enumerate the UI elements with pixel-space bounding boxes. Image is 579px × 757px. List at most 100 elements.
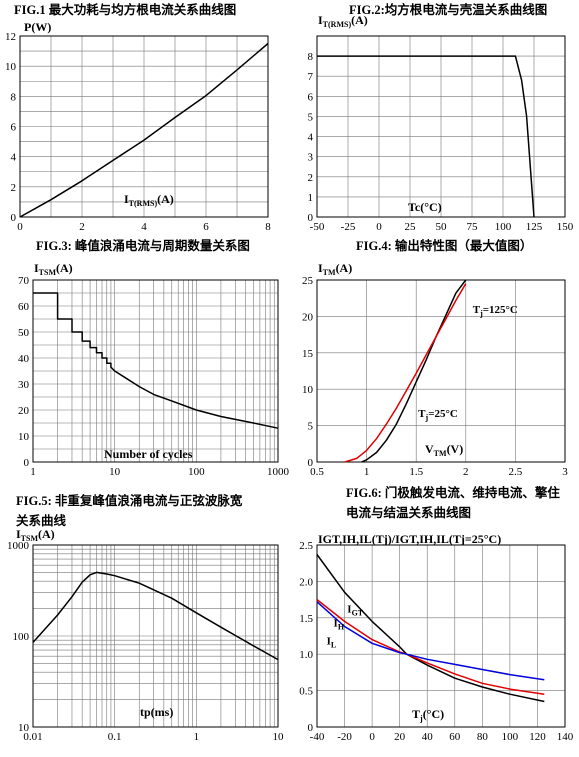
series-line-igt [316, 554, 545, 703]
x-tick-label: 4 [141, 221, 147, 233]
x-tick-label: 25 [405, 221, 417, 233]
y-tick-label: 12 [5, 31, 16, 43]
y-tick-label: 0 [308, 722, 314, 734]
y-tick-label: 0.5 [299, 686, 313, 698]
curve-annotation: IGT [347, 604, 364, 618]
chart-title: FIG.3: 峰值浪涌电流与周期数量关系图 [36, 238, 250, 253]
x-axis-label: VTM(V) [425, 442, 463, 458]
chart-title: FIG.1 最大功耗与均方根电流关系曲线图 [14, 2, 236, 17]
y-tick-label: 40 [18, 353, 30, 365]
x-tick-label: 1 [364, 466, 370, 478]
x-tick-label: 1 [194, 731, 200, 743]
x-tick-label: 0.01 [23, 731, 42, 743]
fig2-chart: -50 -25 0 25 50 75 100 125 150 0 1 2 3 4 5 6 7 8 FIG.2:均方根… [308, 2, 574, 233]
plot-frame [19, 35, 269, 218]
y-tick-label: 0 [308, 212, 314, 224]
y-tick-label: 50 [18, 327, 30, 339]
y-tick-label: 100 [13, 631, 30, 643]
x-tick-label: 75 [467, 221, 479, 233]
y-tick-label: 2 [308, 172, 314, 184]
series-line-0 [317, 55, 535, 218]
y-tick-label: 7 [308, 71, 314, 83]
y-tick-label: 0 [308, 457, 314, 469]
y-tick-label: 10 [5, 61, 17, 73]
x-axis-label: Tc(°C) [408, 200, 442, 214]
x-tick-label: -25 [341, 221, 356, 233]
x-tick-label: 150 [557, 221, 574, 233]
y-tick-label: 25 [302, 275, 314, 287]
plot-frame [316, 35, 566, 218]
x-tick-label: 1000 [267, 466, 290, 478]
fig6-chart: -40 -20 0 20 40 60 80 100 120 140 0 0.5 1.0 1.5 2.0 2.5… [299, 485, 574, 743]
x-tick-label: -20 [337, 731, 352, 743]
y-tick-label: 4 [308, 132, 314, 144]
y-tick-label: 1 [308, 192, 314, 204]
y-tick-label: 70 [18, 275, 30, 287]
curve-annotation: Tj=125°C [473, 304, 518, 318]
x-tick-label: 2.5 [509, 466, 523, 478]
y-axis-label: ITSM(A) [34, 261, 73, 277]
y-tick-label: 6 [308, 91, 314, 103]
chart-title: FIG.6: 门极触发电流、维持电流、擎住 [346, 485, 560, 500]
x-tick-label: 0 [369, 731, 375, 743]
chart-title: FIG.2:均方根电流与壳温关系曲线图 [349, 2, 547, 17]
x-axis-label: Number of cycles [104, 447, 193, 461]
y-tick-label: 5 [308, 421, 314, 433]
x-tick-label: 0 [376, 221, 382, 233]
x-tick-label: 40 [422, 731, 434, 743]
x-tick-label: 125 [526, 221, 543, 233]
x-tick-label: 0.5 [310, 466, 324, 478]
y-axis-label: ITSM(A) [16, 527, 55, 543]
series-line-0 [19, 42, 269, 218]
y-tick-label: 0 [24, 457, 30, 469]
x-tick-label: 8 [265, 221, 271, 233]
series-line-ih [316, 599, 545, 695]
x-tick-label: 10 [273, 731, 285, 743]
y-axis-label: IGT,IH,IL(Tj)/IGT,IH,IL(Tj=25°C) [318, 532, 501, 546]
y-tick-label: 8 [11, 91, 17, 103]
y-tick-label: 1.0 [299, 649, 313, 661]
x-tick-label: 100 [188, 466, 205, 478]
plot-frame [316, 279, 566, 463]
y-tick-label: 1000 [7, 540, 30, 552]
x-axis-label: tp(ms) [140, 705, 173, 719]
plot-frame [32, 544, 279, 728]
y-axis-label: ITM(A) [318, 261, 352, 277]
x-tick-label: 1.5 [409, 466, 423, 478]
x-tick-label: -40 [310, 731, 325, 743]
y-tick-label: 6 [11, 122, 17, 134]
y-tick-label: 15 [302, 348, 314, 360]
series-line-il [316, 601, 545, 681]
fig4-chart: 0.5 1 1.5 2 2.5 3 0 5 10 15 20 25 FIG.4: 输出特性图（最大值图）… [302, 238, 568, 478]
x-axis-label: IT(RMS)(A) [124, 192, 174, 208]
y-tick-label: 0 [11, 212, 17, 224]
y-tick-label: 20 [302, 311, 314, 323]
x-tick-label: 1 [30, 466, 36, 478]
y-tick-label: 10 [302, 384, 314, 396]
x-tick-label: 120 [529, 731, 546, 743]
chart-title: FIG.5: 非重复峰值浪涌电流与正弦波脉宽 [16, 493, 243, 508]
x-tick-label: 100 [495, 221, 512, 233]
series-line-0 [32, 571, 279, 661]
x-tick-label: 80 [477, 731, 489, 743]
chart-title: 关系曲线 [16, 513, 67, 528]
plot-frame [32, 279, 279, 463]
x-tick-label: 20 [394, 731, 406, 743]
x-tick-label: 100 [502, 731, 519, 743]
y-tick-label: 8 [308, 51, 314, 63]
y-tick-label: 1.5 [299, 613, 313, 625]
y-tick-label: 2.0 [299, 576, 313, 588]
y-tick-label: 10 [18, 722, 30, 734]
x-tick-label: 0 [17, 221, 23, 233]
x-tick-label: 50 [436, 221, 448, 233]
x-tick-label: 10 [109, 466, 121, 478]
x-tick-label: 60 [449, 731, 461, 743]
y-tick-label: 10 [18, 431, 30, 443]
series-line-tj-125-c [344, 283, 467, 463]
curve-annotation: IL [327, 636, 337, 650]
x-tick-label: 2 [79, 221, 85, 233]
series-line-tj-25-c [361, 279, 467, 463]
chart-title: FIG.4: 输出特性图（最大值图） [356, 238, 532, 253]
x-tick-label: 140 [557, 731, 574, 743]
